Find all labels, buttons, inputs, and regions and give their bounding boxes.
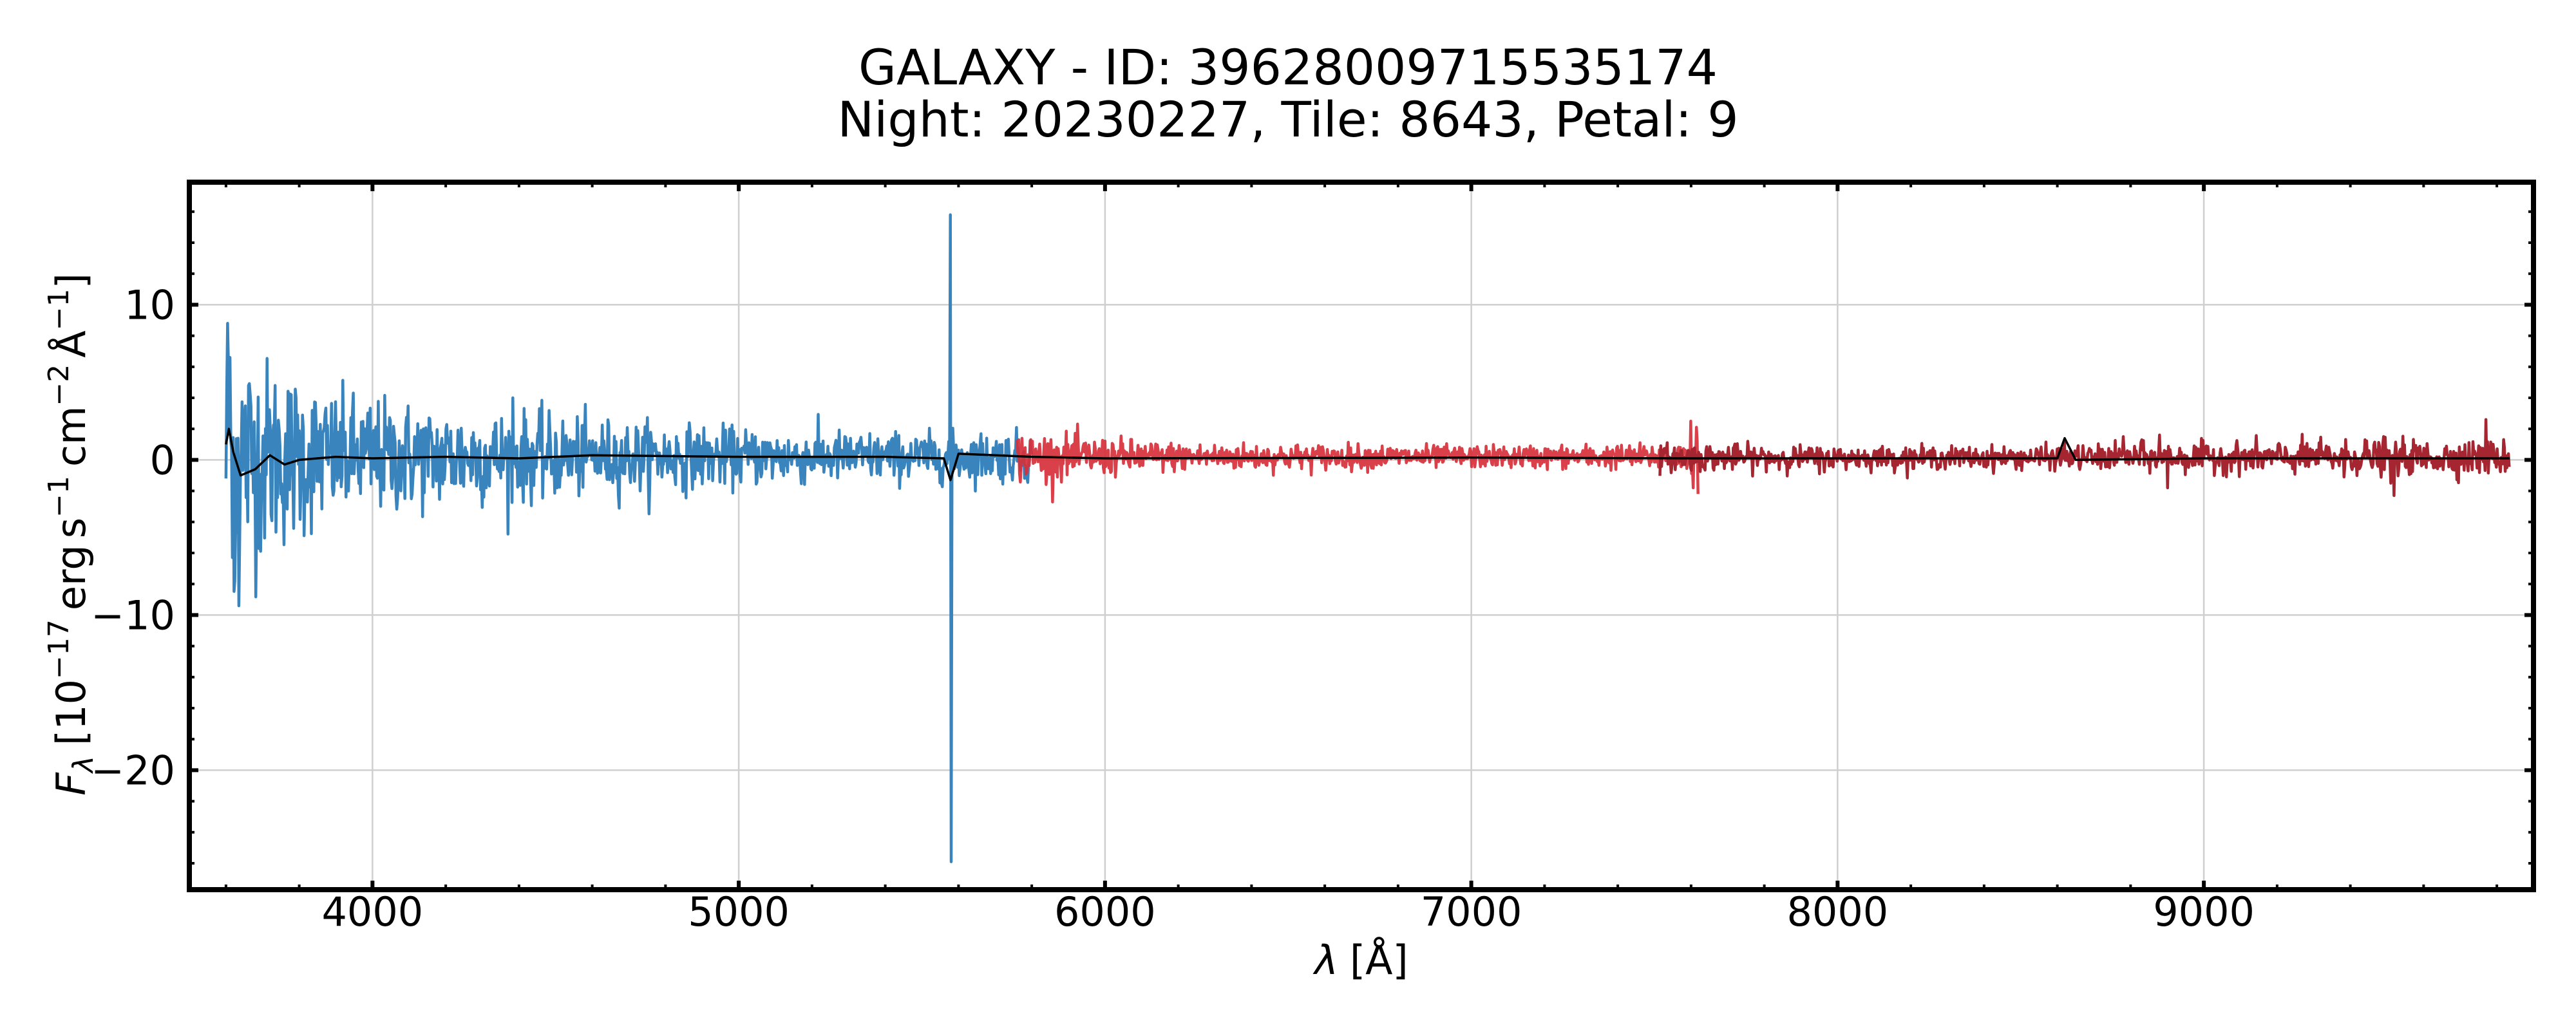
chart-title-line2: Night: 20230227, Tile: 8643, Petal: 9 [837, 91, 1739, 148]
x-tick-label: 6000 [1054, 888, 1156, 935]
x-tick-label: 9000 [2153, 888, 2255, 935]
x-tick-label: 8000 [1786, 888, 1888, 935]
y-axis-label: Fλ[10−17ergs−1cm−2Å−1] [43, 273, 100, 796]
grid-lines [189, 182, 2533, 890]
chart-title-line1: GALAXY - ID: 39628009715535174 [858, 39, 1718, 96]
x-tick-labels: 4000 5000 6000 7000 8000 9000 [321, 888, 2255, 935]
y-tick-label: 10 [124, 281, 175, 328]
x-axis-label: λ [Å] [1312, 937, 1408, 984]
x-tick-label: 5000 [688, 888, 790, 935]
y-tick-label: 0 [150, 436, 175, 483]
y-tick-label: −20 [91, 747, 175, 794]
b-arm-spectrum [224, 213, 1034, 863]
y-tick-label: −10 [91, 592, 175, 639]
x-tick-label: 7000 [1421, 888, 1522, 935]
x-tick-label: 4000 [321, 888, 423, 935]
model-line [225, 427, 2510, 482]
axis-ticks [189, 182, 2533, 890]
y-tick-labels: −20 −10 0 10 [91, 281, 175, 794]
data-series [224, 213, 2511, 863]
r-arm-spectrum [1016, 419, 1700, 503]
axes-frame [187, 180, 2536, 892]
